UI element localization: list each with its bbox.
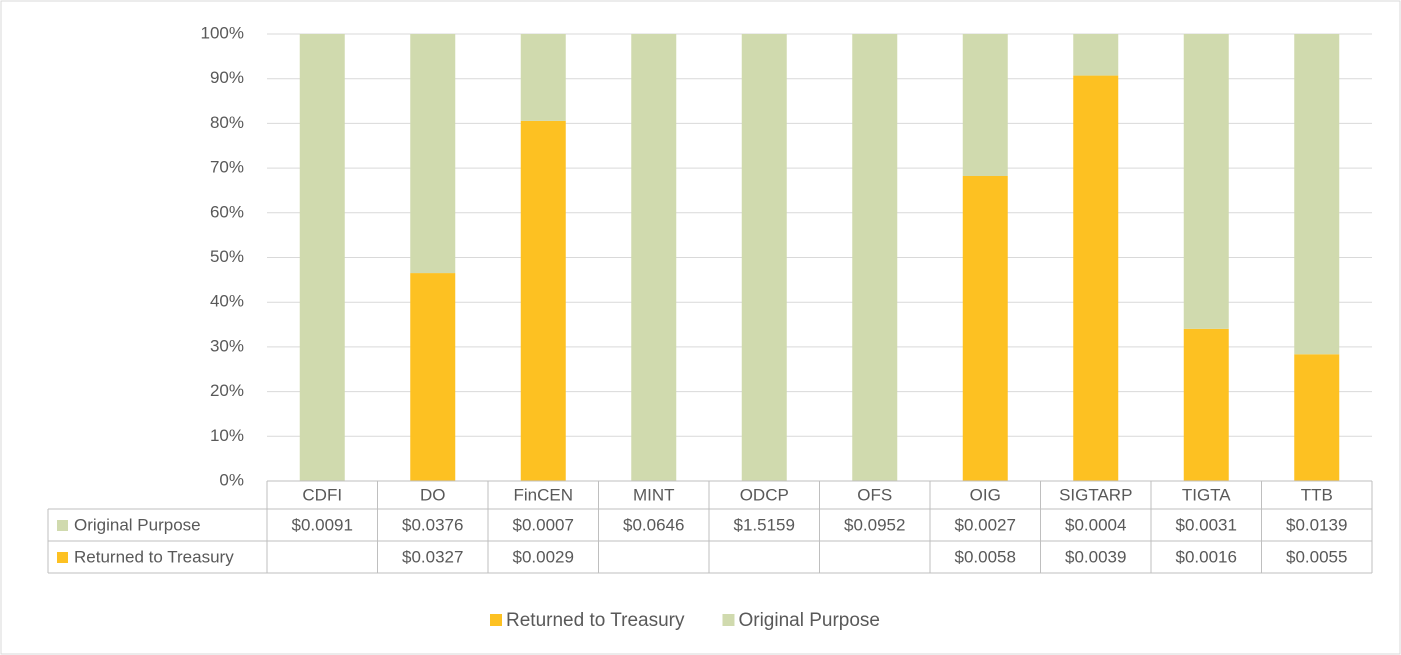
- table-value: $0.0952: [844, 515, 905, 534]
- table-row-label: Returned to Treasury: [74, 547, 234, 566]
- table-value: $0.0004: [1065, 515, 1126, 534]
- table-value: $0.0029: [513, 547, 574, 566]
- y-tick-label: 40%: [210, 292, 244, 311]
- bar-segment: [299, 34, 345, 481]
- table-value: $0.0016: [1176, 547, 1237, 566]
- table-value: $0.0646: [623, 515, 684, 534]
- x-tick-label: SIGTARP: [1059, 485, 1132, 504]
- bar-segment: [1183, 34, 1229, 329]
- table-row-label: Original Purpose: [74, 515, 201, 534]
- bar-segment: [852, 34, 898, 481]
- table-value: $0.0027: [955, 515, 1016, 534]
- table-value: $0.0376: [402, 515, 463, 534]
- x-tick-label: TIGTA: [1182, 485, 1231, 504]
- legend-label: Returned to Treasury: [506, 610, 685, 631]
- table-value: $0.0031: [1176, 515, 1237, 534]
- table-legend-key: [57, 520, 68, 531]
- legend-key: [490, 614, 502, 626]
- y-tick-label: 30%: [210, 336, 244, 355]
- bar-segment: [520, 34, 566, 121]
- bar-segment: [410, 273, 456, 481]
- y-tick-label: 20%: [210, 381, 244, 400]
- table-value: $1.5159: [734, 515, 795, 534]
- y-tick-label: 90%: [210, 68, 244, 87]
- y-tick-label: 10%: [210, 426, 244, 445]
- x-tick-label: ODCP: [740, 485, 789, 504]
- bar-segment: [1294, 34, 1340, 355]
- legend-key: [722, 614, 735, 626]
- x-tick-label: MINT: [633, 485, 675, 504]
- x-tick-label: FinCEN: [513, 485, 573, 504]
- table-legend-key: [57, 552, 68, 563]
- bar-segment: [631, 34, 677, 481]
- bar-segment: [1294, 354, 1340, 481]
- x-tick-label: TTB: [1301, 485, 1333, 504]
- x-tick-label: OIG: [970, 485, 1001, 504]
- x-tick-label: CDFI: [302, 485, 342, 504]
- table-value: $0.0055: [1286, 547, 1347, 566]
- table-value: $0.0327: [402, 547, 463, 566]
- bar-segment: [1183, 328, 1229, 481]
- bar-segment: [962, 175, 1008, 482]
- table-value: $0.0058: [955, 547, 1016, 566]
- y-tick-label: 70%: [210, 158, 244, 177]
- bar-segment: [1073, 75, 1119, 482]
- table-value: $0.0007: [513, 515, 574, 534]
- table-value: $0.0091: [292, 515, 353, 534]
- y-tick-label: 50%: [210, 247, 244, 266]
- y-tick-label: 0%: [219, 470, 244, 489]
- bar-segment: [410, 34, 456, 274]
- table-value: $0.0039: [1065, 547, 1126, 566]
- y-tick-label: 100%: [201, 23, 244, 42]
- y-tick-label: 60%: [210, 202, 244, 221]
- bar-segment: [520, 120, 566, 482]
- bar-segment: [962, 34, 1008, 176]
- bar-segment: [1073, 34, 1119, 76]
- x-tick-label: DO: [420, 485, 446, 504]
- table-value: $0.0139: [1286, 515, 1347, 534]
- legend-label: Original Purpose: [738, 610, 880, 631]
- bar-segment: [741, 34, 787, 481]
- y-tick-label: 80%: [210, 113, 244, 132]
- x-tick-label: OFS: [857, 485, 892, 504]
